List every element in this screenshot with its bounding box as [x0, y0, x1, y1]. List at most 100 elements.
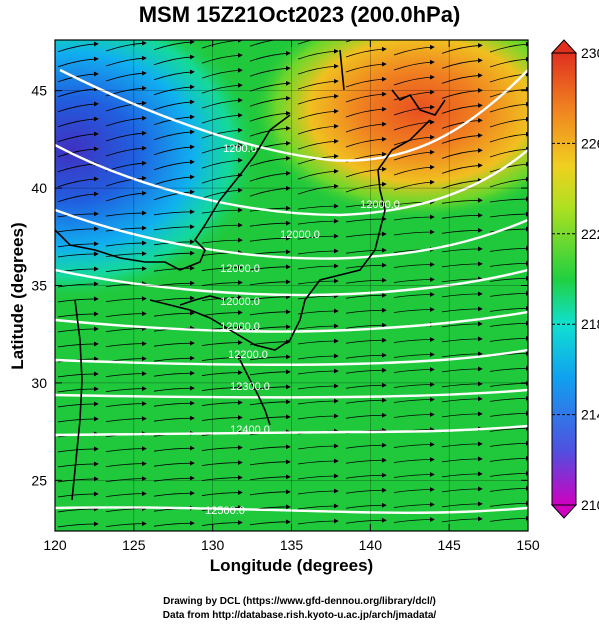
wind-streamline [441, 197, 483, 204]
wind-streamline [441, 246, 483, 253]
wind-streamline [201, 82, 243, 94]
wind-streamline [153, 159, 195, 171]
wind-streamline [201, 445, 243, 451]
wind-streamline [345, 121, 387, 133]
x-tick-label: 120 [43, 537, 67, 553]
wind-streamline [345, 457, 387, 464]
wind-streamline [345, 61, 387, 73]
wind-streamline [105, 225, 147, 232]
wind-streamline [57, 251, 99, 258]
wind-streamline [153, 310, 195, 317]
wind-streamline [393, 442, 435, 448]
wind-streamline [57, 446, 99, 453]
wind-streamline [297, 518, 339, 525]
wind-streamline [345, 397, 387, 404]
contour-label: 12000.0 [220, 321, 260, 333]
wind-streamline [393, 74, 435, 86]
wind-streamline [489, 211, 528, 218]
wind-streamline [345, 502, 387, 509]
wind-streamline [441, 178, 483, 189]
credit-drawing: Drawing by DCL (https://www.gfd-dennou.o… [163, 596, 436, 607]
wind-streamline [249, 50, 291, 62]
wind-streamline [442, 30, 482, 38]
wind-streamline [393, 517, 435, 523]
wind-streamline [249, 459, 291, 466]
wind-streamline [105, 175, 147, 187]
wind-streamline [489, 176, 528, 188]
wind-streamline [249, 235, 291, 242]
wind-streamline [201, 187, 243, 199]
wind-streamline [393, 149, 435, 161]
wind-streamline [441, 133, 483, 144]
wind-streamline [153, 209, 195, 216]
wind-streamline [105, 371, 147, 378]
wind-streamline [345, 517, 387, 524]
wind-streamline [105, 130, 147, 142]
wind-streamline [57, 101, 99, 113]
y-tick-label: 25 [31, 472, 47, 488]
contour-label: 1200.0 [223, 143, 257, 155]
wind-streamline [249, 220, 291, 227]
colorbar-tick-label: 218 [581, 316, 599, 332]
wind-streamline [57, 491, 99, 498]
wind-streamline [57, 461, 99, 468]
wind-streamline [489, 116, 528, 128]
wind-streamline [297, 323, 339, 330]
wind-streamline [201, 385, 243, 391]
wind-streamline [249, 354, 291, 361]
wind-streamline [441, 148, 483, 159]
wind-streamline [393, 502, 435, 508]
wind-streamline [441, 103, 483, 114]
wind-streamline [525, 530, 528, 531]
wind-streamline [201, 370, 243, 376]
wind-streamline [441, 351, 483, 358]
wind-streamline [153, 189, 195, 201]
wind-streamline [57, 41, 99, 53]
wind-streamline [249, 65, 291, 77]
x-tick-label: 130 [201, 537, 225, 553]
wind-streamline [105, 145, 147, 157]
contour-label: 12000.0 [220, 296, 260, 308]
wind-streamline [345, 136, 387, 148]
wind-streamline [154, 538, 194, 541]
wind-streamline [441, 366, 483, 373]
x-tick-label: 150 [516, 537, 540, 553]
wind-streamline [249, 170, 291, 182]
wind-streamline [441, 73, 483, 84]
colorbar-tick-label: 210 [581, 497, 599, 513]
wind-streamline [297, 203, 339, 210]
wind-streamline [297, 458, 339, 465]
wind-streamline [489, 500, 528, 507]
wind-streamline [105, 446, 147, 453]
wind-streamline [153, 445, 195, 452]
wind-streamline [297, 488, 339, 495]
wind-streamline [297, 263, 339, 270]
wind-streamline [297, 233, 339, 240]
wind-streamline [297, 168, 339, 180]
wind-streamline [57, 281, 99, 288]
wind-streamline [153, 265, 195, 272]
wind-streamline [201, 112, 243, 124]
wind-streamline [201, 460, 243, 466]
wind-streamline [489, 226, 528, 233]
wind-streamline [153, 415, 195, 422]
wind-streamline [489, 335, 528, 342]
wind-streamline [57, 416, 99, 423]
wind-streamline [297, 473, 339, 480]
wind-streamline [441, 486, 483, 493]
wind-streamline [105, 386, 147, 393]
wind-streamline [153, 129, 195, 141]
wind-streamline [57, 506, 99, 513]
wind-streamline [393, 134, 435, 146]
wind-streamline [57, 211, 99, 218]
wind-streamline [441, 306, 483, 313]
wind-streamline [201, 415, 243, 421]
y-tick-label: 40 [31, 180, 47, 196]
wind-streamline [393, 352, 435, 358]
wind-streamline [201, 157, 243, 169]
wind-streamline [153, 520, 195, 527]
wind-streamline [249, 444, 291, 451]
wind-streamline [441, 321, 483, 328]
wind-streamline [297, 218, 339, 225]
